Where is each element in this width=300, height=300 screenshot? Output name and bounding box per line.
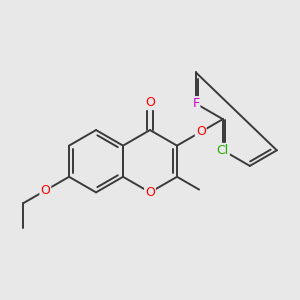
- Text: O: O: [145, 96, 155, 109]
- Text: F: F: [192, 97, 200, 110]
- Text: O: O: [40, 184, 50, 197]
- Text: O: O: [196, 125, 206, 138]
- Text: O: O: [145, 186, 155, 199]
- Text: Cl: Cl: [217, 144, 229, 157]
